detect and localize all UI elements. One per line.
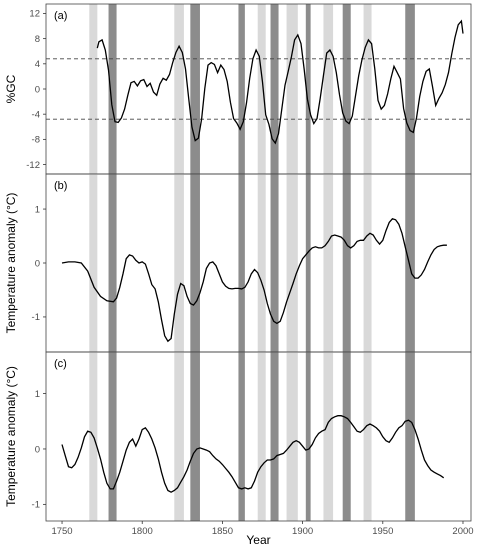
band-light-0 <box>89 4 98 174</box>
y-tick-label: 12 <box>29 9 40 20</box>
band-dark-5 <box>342 4 351 174</box>
band-dark-2 <box>238 352 245 521</box>
panel-c: 1 0 -1 (c) Temperature anomaly (°C) <box>4 351 472 522</box>
bands-c <box>89 352 415 521</box>
x-tick-label: 1750 <box>51 526 72 537</box>
band-dark-3 <box>270 174 279 352</box>
y-tick-label: -8 <box>32 135 40 146</box>
x-tick-label: 1850 <box>212 526 233 537</box>
threshold-lines-a <box>46 58 471 120</box>
x-ticks: 1750 1800 1850 1900 1950 2000 <box>51 521 474 537</box>
band-light-3 <box>286 4 298 174</box>
y-axis-title-c: Temperature anomaly (°C) <box>4 366 18 507</box>
band-dark-0 <box>108 352 117 521</box>
band-dark-5 <box>342 352 351 521</box>
temperature-line-b <box>61 218 447 343</box>
band-dark-1 <box>190 4 200 174</box>
y-tick-label: 1 <box>35 204 40 215</box>
band-light-5 <box>363 174 372 352</box>
band-dark-4 <box>305 174 311 352</box>
y-ticks-c: 1 0 -1 <box>32 389 46 511</box>
panel-frame-c <box>45 351 472 522</box>
y-ticks-b: 1 0 -1 <box>32 204 46 323</box>
y-tick-label: -12 <box>26 160 40 171</box>
band-light-3 <box>286 352 298 521</box>
y-axis-title-a: %GC <box>4 74 18 103</box>
band-light-2 <box>257 174 266 352</box>
band-dark-6 <box>405 4 415 174</box>
band-dark-6 <box>405 352 415 521</box>
y-ticks-a: 12 8 4 0 -4 -8 -12 <box>26 9 46 171</box>
band-dark-2 <box>238 174 245 352</box>
band-dark-0 <box>108 4 117 174</box>
band-light-4 <box>323 174 334 352</box>
band-light-1 <box>174 174 184 352</box>
y-tick-label: 0 <box>35 84 40 95</box>
band-dark-1 <box>190 174 200 352</box>
x-axis-title: Year <box>246 533 270 547</box>
y-tick-label: 8 <box>35 34 40 45</box>
y-tick-label: -1 <box>32 312 40 323</box>
band-light-5 <box>363 4 372 174</box>
band-dark-0 <box>108 174 117 352</box>
band-light-1 <box>174 4 184 174</box>
panel-label-a: (a) <box>54 10 67 22</box>
x-tick-label: 1950 <box>372 526 393 537</box>
band-light-3 <box>286 174 298 352</box>
y-axis-title-b: Temperature anomaly (°C) <box>4 193 18 334</box>
y-tick-label: 0 <box>35 444 40 455</box>
band-dark-4 <box>305 4 311 174</box>
x-tick-label: 2000 <box>452 526 473 537</box>
band-light-4 <box>323 352 334 521</box>
y-tick-label: 4 <box>35 59 40 70</box>
bands-b <box>89 174 415 352</box>
band-dark-3 <box>270 4 279 174</box>
x-tick-label: 1800 <box>132 526 153 537</box>
temperature-line-c <box>61 415 445 493</box>
panel-a: 12 8 4 0 -4 -8 -12 (a) %GC <box>4 3 472 175</box>
band-dark-1 <box>190 352 200 521</box>
y-tick-label: -4 <box>32 109 40 120</box>
gc-line <box>96 19 464 145</box>
band-dark-6 <box>405 174 415 352</box>
band-dark-4 <box>305 352 311 521</box>
y-tick-label: 0 <box>35 258 40 269</box>
panel-b: 1 0 -1 (b) Temperature anomaly (°C) <box>4 173 472 353</box>
band-dark-2 <box>238 4 245 174</box>
band-light-2 <box>257 4 266 174</box>
bands-a <box>89 4 415 174</box>
y-tick-label: 1 <box>35 389 40 400</box>
band-light-5 <box>363 352 372 521</box>
panel-label-b: (b) <box>54 180 67 192</box>
band-light-0 <box>89 174 98 352</box>
y-tick-label: -1 <box>32 500 40 511</box>
band-light-2 <box>257 352 266 521</box>
band-light-4 <box>323 4 334 174</box>
x-tick-label: 1900 <box>292 526 313 537</box>
band-dark-5 <box>342 174 351 352</box>
band-dark-3 <box>270 352 279 521</box>
band-light-1 <box>174 352 184 521</box>
panel-label-c: (c) <box>54 358 67 370</box>
